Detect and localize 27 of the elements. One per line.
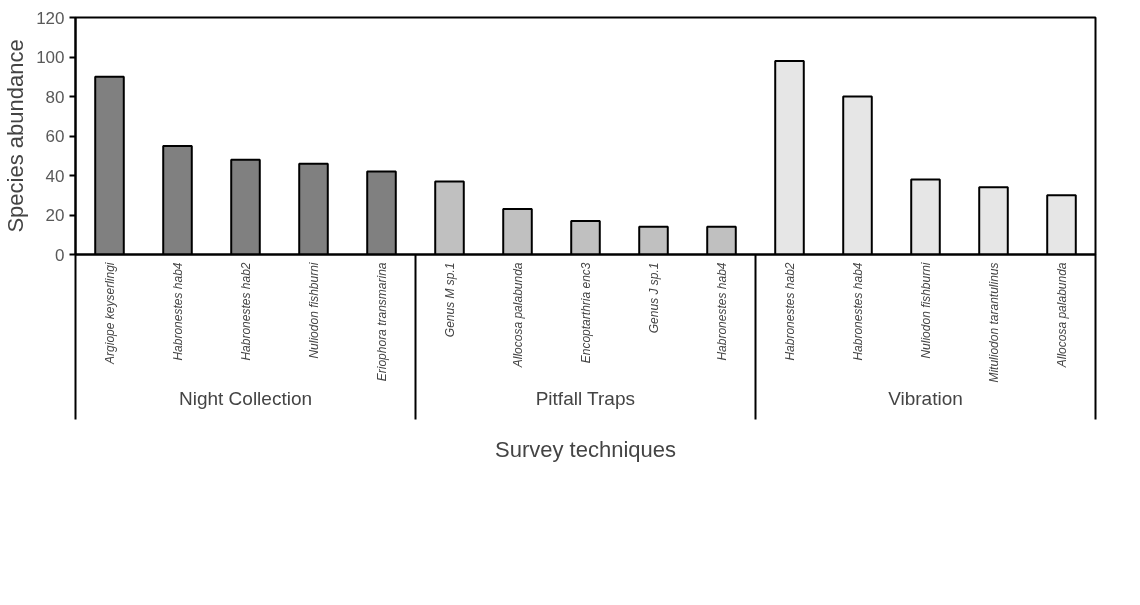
- text: Night Collection: [178, 387, 313, 409]
- x-axis-title: Survey techniques: [495, 436, 676, 462]
- x-tick-label: Encoptarthria enc3: [578, 262, 593, 364]
- x-tick-label: Allocosa palabunda: [510, 262, 525, 369]
- y-tick-label: 80: [45, 87, 65, 107]
- y-tick-label: 100: [36, 48, 65, 67]
- y-axis-title: Species abundance: [3, 39, 29, 233]
- x-tick-label: Eriophora transmarina: [374, 262, 389, 382]
- x-tick-label: Genus M sp.1: [442, 262, 457, 338]
- y-tick-label: 20: [45, 206, 65, 225]
- x-tick-label: Habronestes hab2: [782, 262, 797, 361]
- text: Pitfall Traps: [535, 387, 635, 409]
- x-tick-label: Allocosa palabunda: [1054, 262, 1069, 369]
- x-tick-label: Argiope keyserlingi: [102, 262, 117, 365]
- x-tick-label: Habronestes hab2: [238, 262, 253, 361]
- x-tick-label: Genus J sp.1: [646, 262, 661, 334]
- x-tick-label: Nuliodon fishburni: [918, 262, 933, 359]
- x-tick-label: Nuliodon fishburni: [306, 262, 321, 359]
- x-tick-label: Mituliodon tarantulinus: [986, 262, 1001, 383]
- y-tick-label: 120: [36, 8, 65, 28]
- text: Vibration: [888, 387, 963, 409]
- y-tick-label: 60: [45, 127, 65, 146]
- x-tick-label: Habronestes hab4: [170, 262, 185, 361]
- x-tick-label: Habronestes hab4: [850, 262, 865, 361]
- x-tick-label: Habronestes hab4: [714, 262, 729, 361]
- y-tick-label: 40: [45, 166, 65, 186]
- y-tick-label: 0: [55, 245, 65, 265]
